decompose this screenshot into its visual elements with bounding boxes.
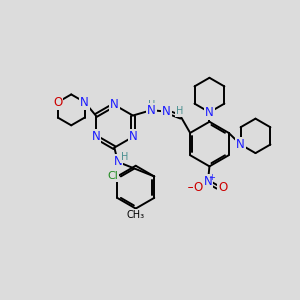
Text: N: N <box>236 138 245 151</box>
Text: N: N <box>113 155 122 168</box>
Text: N: N <box>162 105 171 118</box>
Text: N: N <box>80 96 89 109</box>
Text: N: N <box>128 130 137 143</box>
Text: H: H <box>148 100 155 110</box>
Text: CH₃: CH₃ <box>127 210 145 220</box>
Text: H: H <box>121 152 128 162</box>
Text: N: N <box>204 175 212 188</box>
Text: N: N <box>205 106 214 119</box>
Text: H: H <box>176 106 183 116</box>
Text: N: N <box>147 104 156 117</box>
Text: −: − <box>186 181 196 194</box>
Text: O: O <box>53 96 62 109</box>
Text: N: N <box>92 130 100 143</box>
Text: N: N <box>110 98 119 111</box>
Text: +: + <box>208 173 215 182</box>
Text: Cl: Cl <box>107 172 118 182</box>
Text: O: O <box>218 181 227 194</box>
Text: O: O <box>194 181 203 194</box>
